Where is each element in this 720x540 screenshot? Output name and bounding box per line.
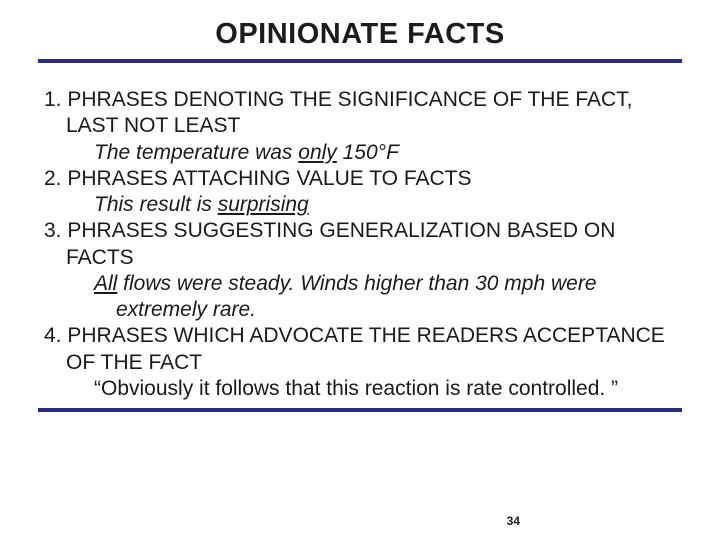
list-item: 3. PHRASES SUGGESTING GENERALIZATION BAS…	[60, 218, 682, 271]
example-underline: All	[94, 272, 117, 295]
example-post: 150°F	[337, 141, 399, 164]
bottom-rule	[38, 408, 682, 412]
list-item: 1. PHRASES DENOTING THE SIGNIFICANCE OF …	[60, 87, 682, 140]
example-post: flows were steady. Winds higher than 30 …	[116, 272, 597, 321]
item-number: 2.	[44, 167, 62, 190]
slide-title: OPINIONATE FACTS	[38, 18, 682, 59]
example-pre: The temperature was	[94, 141, 298, 164]
item-heading: PHRASES ATTACHING VALUE TO FACTS	[67, 167, 471, 190]
item-number: 3.	[44, 219, 62, 242]
item-heading: PHRASES WHICH ADVOCATE THE READERS ACCEP…	[66, 324, 665, 373]
top-rule	[38, 59, 682, 63]
item-number: 4.	[44, 324, 62, 347]
item-heading: PHRASES DENOTING THE SIGNIFICANCE OF THE…	[66, 88, 633, 137]
content-block: 1. PHRASES DENOTING THE SIGNIFICANCE OF …	[38, 87, 682, 402]
item-example: The temperature was only 150°F	[94, 140, 682, 166]
example-post: “Obviously it follows that this reaction…	[94, 377, 618, 400]
item-example: This result is surprising	[94, 192, 682, 218]
item-heading: PHRASES SUGGESTING GENERALIZATION BASED …	[66, 219, 615, 268]
item-example: All flows were steady. Winds higher than…	[94, 271, 682, 324]
item-example: “Obviously it follows that this reaction…	[94, 376, 682, 402]
example-underline: surprising	[218, 193, 309, 216]
page-number: 34	[507, 514, 520, 528]
example-pre: This result is	[94, 193, 218, 216]
list-item: 4. PHRASES WHICH ADVOCATE THE READERS AC…	[60, 323, 682, 376]
list-item: 2. PHRASES ATTACHING VALUE TO FACTS	[60, 166, 682, 192]
example-underline: only	[298, 141, 337, 164]
item-number: 1.	[44, 88, 62, 111]
